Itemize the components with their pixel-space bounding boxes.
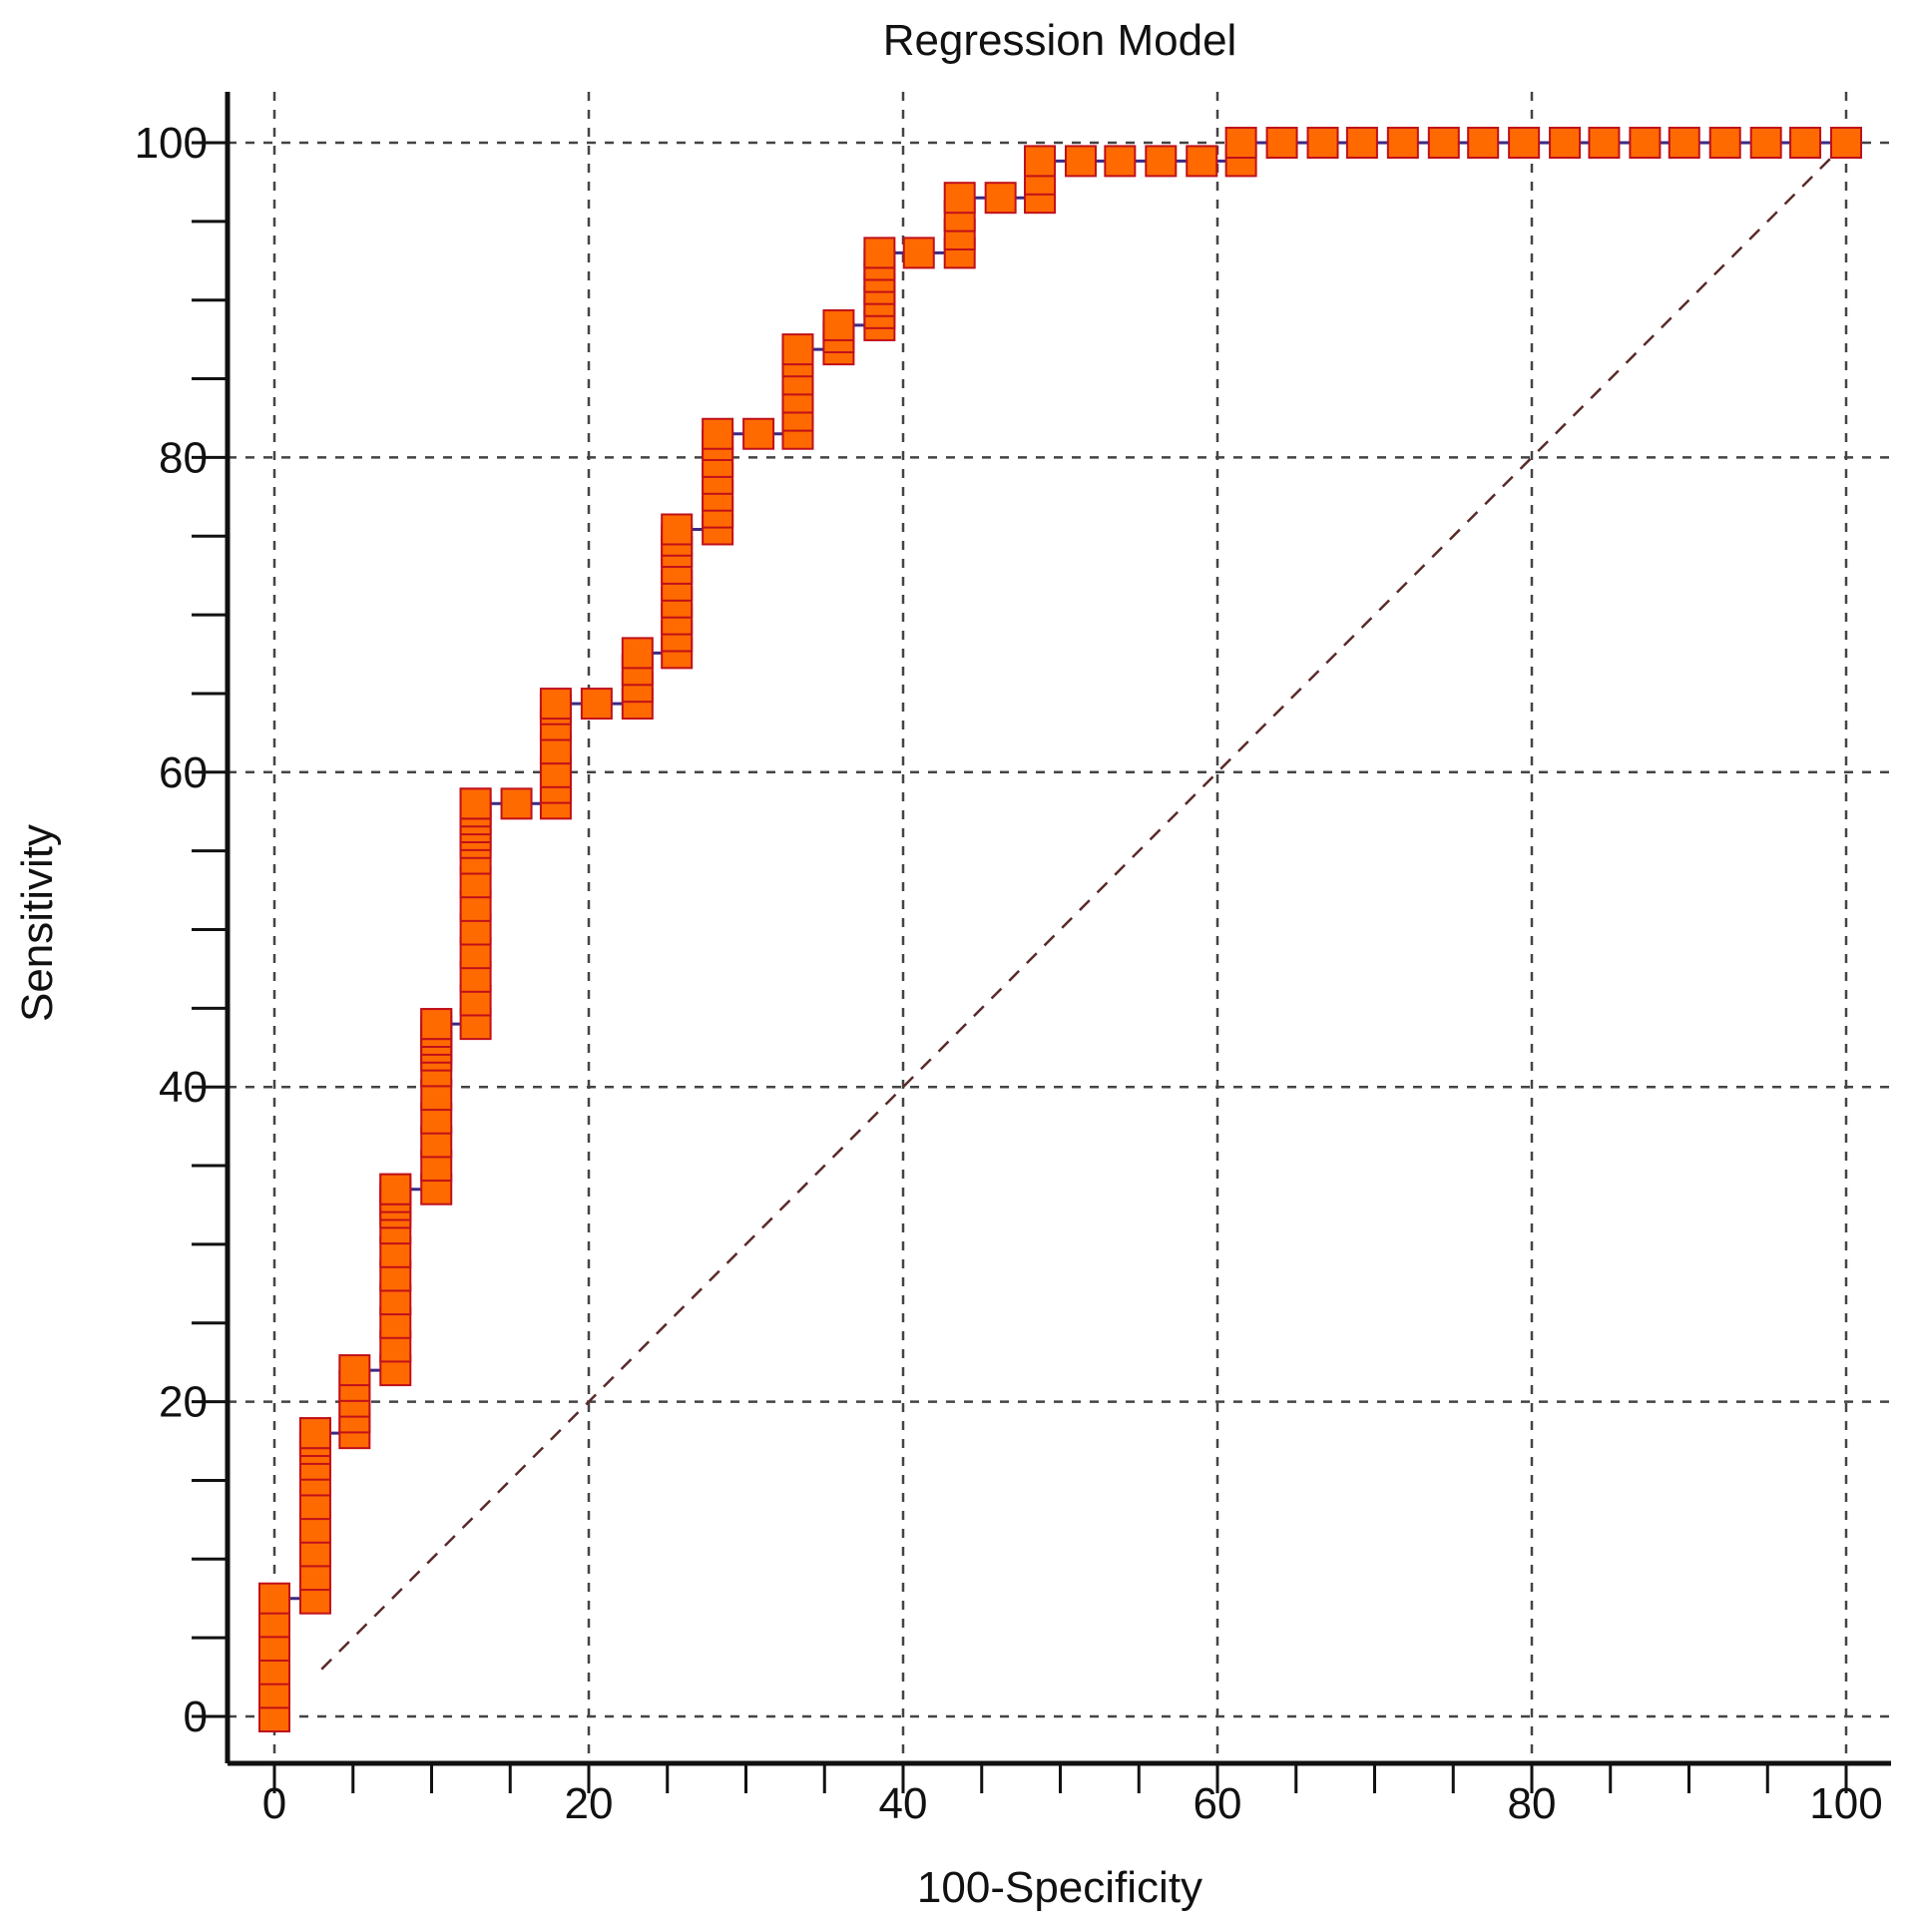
y-tick-label-3: 60 [159, 748, 208, 797]
x-tick-label-3: 60 [1194, 1779, 1242, 1828]
roc-point-68 [539, 688, 572, 721]
roc-point-119 [1186, 145, 1218, 178]
y-tick-label-1: 20 [159, 1378, 208, 1427]
roc-point-106 [863, 237, 896, 269]
y-axis-title: Sensitivity [13, 824, 62, 1022]
roc-point-122 [1265, 127, 1298, 159]
roc-point-126 [1427, 127, 1460, 159]
x-tick-label-4: 80 [1508, 1779, 1557, 1828]
roc-point-5 [258, 1582, 290, 1615]
roc-point-60 [459, 787, 492, 820]
roc-point-132 [1668, 127, 1700, 159]
roc-point-89 [702, 417, 734, 450]
roc-point-135 [1789, 127, 1822, 159]
roc-point-73 [621, 637, 654, 670]
roc-point-130 [1588, 127, 1621, 159]
grid [228, 92, 1891, 1763]
reference-diagonal [320, 142, 1847, 1671]
y-tick-label-4: 80 [159, 433, 208, 482]
roc-point-134 [1749, 127, 1782, 159]
roc-point-123 [1306, 127, 1339, 159]
roc-point-33 [379, 1173, 412, 1206]
roc-point-45 [420, 1008, 453, 1041]
roc-point-90 [742, 417, 775, 450]
roc-point-96 [781, 333, 814, 366]
roc-point-111 [943, 182, 976, 215]
roc-point-16 [298, 1417, 331, 1450]
x-axis-title: 100-Specificity [917, 1863, 1202, 1912]
roc-point-133 [1708, 127, 1741, 159]
roc-point-128 [1508, 127, 1541, 159]
y-tick-label-2: 40 [159, 1063, 208, 1112]
roc-point-129 [1549, 127, 1582, 159]
x-tick-label-5: 100 [1809, 1779, 1882, 1828]
roc-point-117 [1104, 145, 1137, 178]
roc-point-115 [1024, 145, 1057, 178]
roc-point-69 [580, 688, 613, 721]
roc-point-107 [902, 237, 935, 269]
roc-point-116 [1064, 145, 1097, 178]
roc-point-61 [500, 787, 533, 820]
roc-point-136 [1830, 127, 1862, 159]
x-tick-label-0: 0 [262, 1779, 286, 1828]
roc-point-124 [1345, 127, 1378, 159]
y-tick-label-5: 100 [135, 119, 208, 168]
roc-point-125 [1386, 127, 1419, 159]
x-tick-label-2: 40 [879, 1779, 928, 1828]
chart-title: Regression Model [883, 16, 1237, 65]
roc-point-121 [1224, 127, 1257, 159]
x-tick-label-1: 20 [565, 1779, 614, 1828]
tick-labels: 0 20 40 60 80 100 0 20 40 60 80 100 [135, 119, 1883, 1828]
roc-point-99 [822, 308, 855, 341]
roc-point-127 [1467, 127, 1500, 159]
roc-point-118 [1145, 145, 1178, 178]
roc-point-131 [1629, 127, 1662, 159]
ticks [192, 141, 1848, 1793]
roc-curve-markers [258, 127, 1862, 1732]
roc-point-21 [338, 1354, 371, 1387]
roc-point-82 [661, 513, 694, 546]
y-tick-label-0: 0 [184, 1692, 208, 1741]
roc-point-112 [984, 182, 1017, 215]
